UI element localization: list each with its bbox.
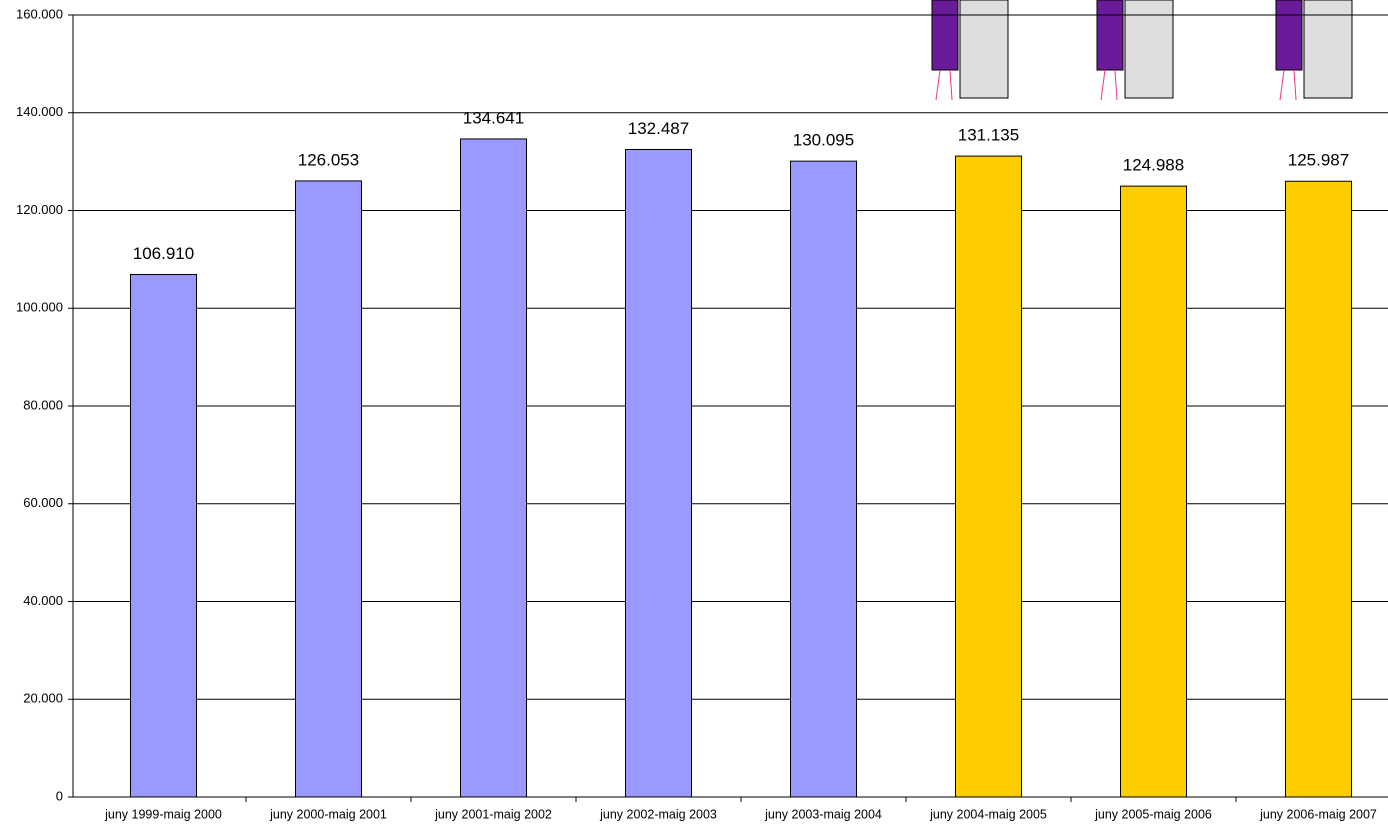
x-tick-label: juny 2002-maig 2003 [599, 807, 717, 821]
bar [625, 148, 692, 798]
data-label: 134.641 [463, 108, 524, 127]
bar [130, 273, 197, 798]
y-tick-label: 60.000 [23, 495, 63, 510]
data-label: 106.910 [133, 244, 194, 263]
illustrations [931, 0, 1353, 101]
y-tick-label: 160.000 [16, 6, 63, 21]
x-tick-label: juny 2004-maig 2005 [929, 807, 1047, 821]
x-tick-label: juny 2003-maig 2004 [764, 807, 882, 821]
x-tick-label: juny 2006-maig 2007 [1259, 807, 1377, 821]
copier-icon [931, 0, 1009, 101]
copier-icon [1096, 0, 1174, 101]
data-label: 126.053 [298, 150, 359, 169]
y-tick-label: 0 [56, 788, 63, 803]
data-label: 132.487 [628, 119, 689, 138]
bar [790, 160, 857, 798]
y-tick-label: 120.000 [16, 202, 63, 217]
copier-icon [1275, 0, 1353, 101]
y-tick-label: 20.000 [23, 691, 63, 706]
data-label: 131.135 [958, 126, 1019, 145]
bar [1120, 185, 1187, 798]
x-tick-label: juny 2005-maig 2006 [1094, 807, 1212, 821]
bar [1285, 180, 1352, 798]
data-label: 130.095 [793, 131, 854, 150]
y-tick-label: 100.000 [16, 300, 63, 315]
y-tick-label: 40.000 [23, 593, 63, 608]
bar [955, 155, 1022, 798]
x-tick-label: juny 1999-maig 2000 [104, 807, 222, 821]
bar [295, 180, 362, 798]
x-tick-label: juny 2000-maig 2001 [269, 807, 387, 821]
data-label: 124.988 [1123, 156, 1184, 175]
data-label: 125.987 [1288, 151, 1349, 170]
bar [460, 138, 527, 798]
y-tick-label: 80.000 [23, 397, 63, 412]
x-tick-label: juny 2001-maig 2002 [434, 807, 552, 821]
y-tick-label: 140.000 [16, 104, 63, 119]
